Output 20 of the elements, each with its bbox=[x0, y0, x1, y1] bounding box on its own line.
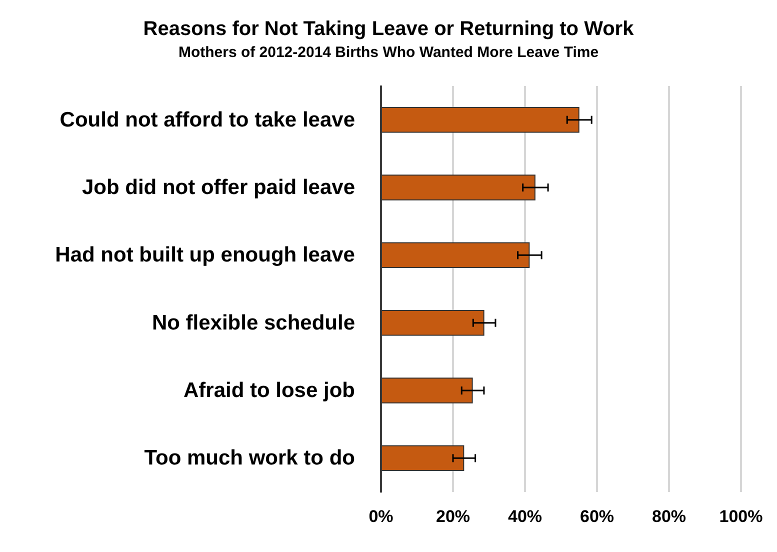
y-tick-label: No flexible schedule bbox=[152, 311, 355, 334]
bar bbox=[381, 310, 484, 336]
x-tick-label: 100% bbox=[719, 507, 763, 526]
bar bbox=[381, 174, 536, 200]
bar bbox=[381, 378, 473, 404]
y-tick-label: Afraid to lose job bbox=[183, 379, 355, 402]
x-tick-label: 20% bbox=[436, 507, 470, 526]
x-tick-label: 40% bbox=[508, 507, 542, 526]
chart-subtitle: Mothers of 2012-2014 Births Who Wanted More Leave Time bbox=[178, 44, 599, 61]
bar bbox=[381, 106, 580, 133]
x-tick-label: 80% bbox=[652, 507, 686, 526]
y-tick-label: Could not afford to take leave bbox=[60, 108, 355, 132]
chart-title: Reasons for Not Taking Leave or Returning to Work bbox=[143, 18, 635, 40]
x-tick-label: 0% bbox=[368, 507, 394, 526]
y-tick-label: Had not built up enough leave bbox=[55, 244, 355, 267]
x-tick-label: 60% bbox=[580, 507, 614, 526]
bar bbox=[381, 242, 530, 268]
y-tick-label: Too much work to do bbox=[144, 446, 355, 470]
y-tick-label: Job did not offer paid leave bbox=[82, 176, 355, 199]
bar bbox=[381, 445, 464, 472]
